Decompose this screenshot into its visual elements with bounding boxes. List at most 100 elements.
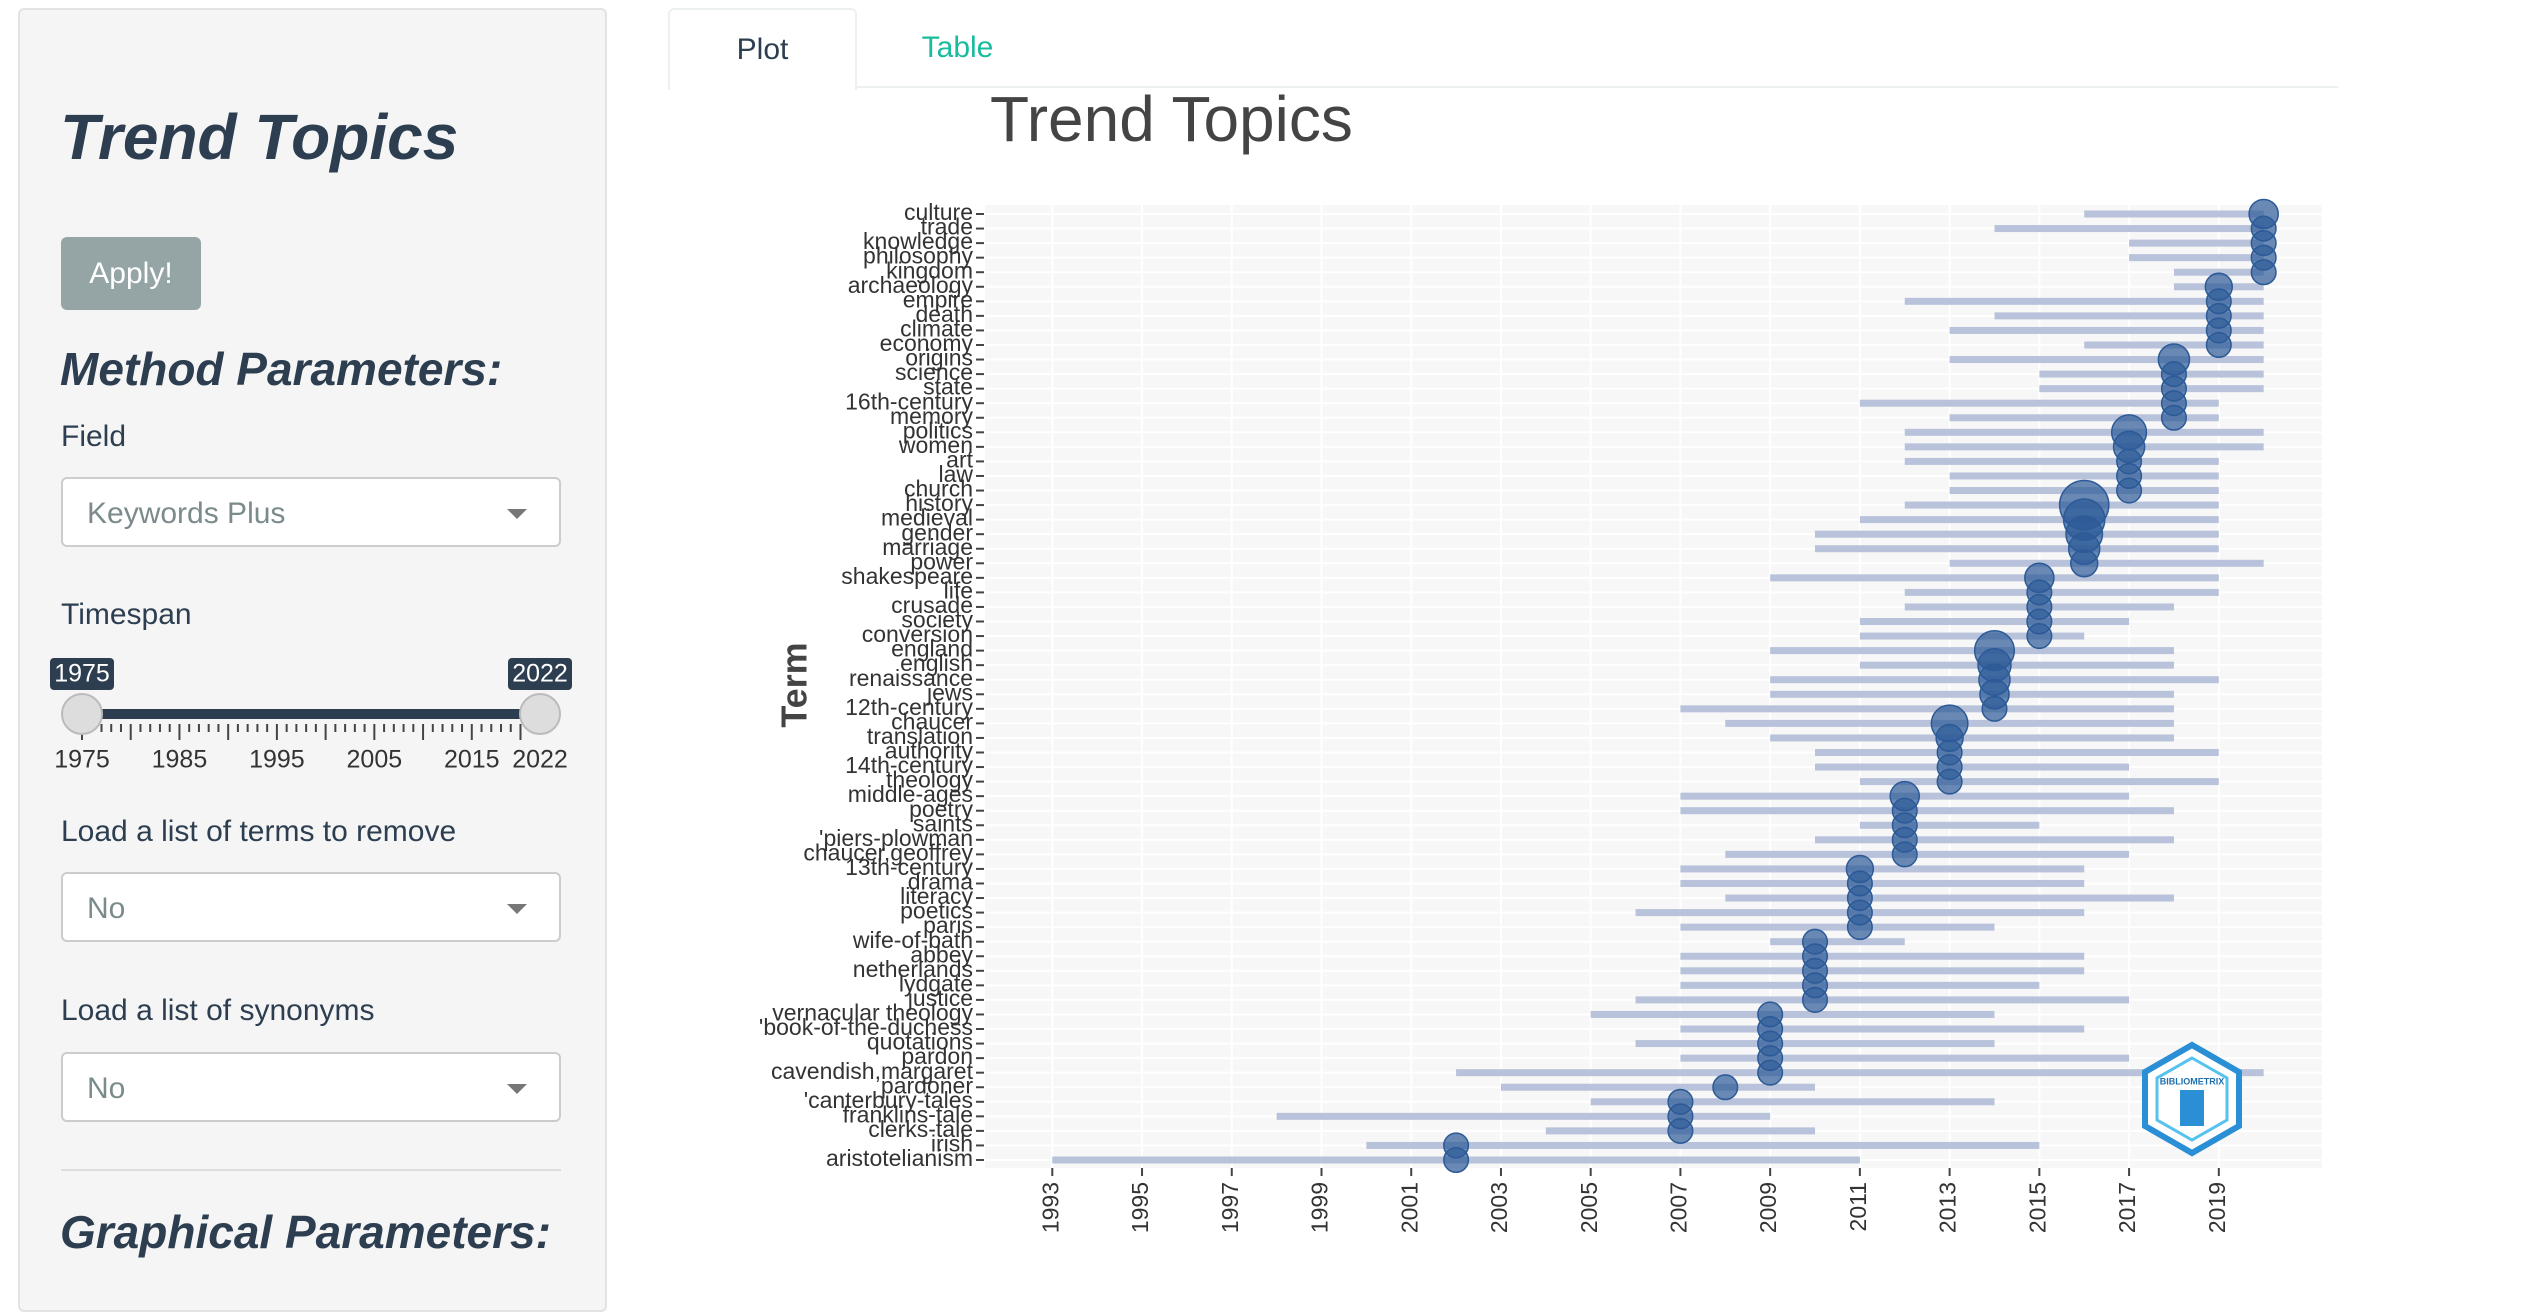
timespan-slider[interactable]: 1975 1985 1995 2005 2015 2022 1975 2022	[0, 640, 605, 780]
range-bar	[1949, 414, 2219, 422]
range-bar	[1680, 1054, 2130, 1062]
tab-plot[interactable]: Plot	[668, 8, 857, 90]
divider	[61, 1169, 561, 1171]
sidebar-title: Trend Topics	[60, 101, 459, 173]
synonyms-select[interactable]: No	[61, 1052, 561, 1122]
y-tick-label: netherlands	[853, 956, 973, 982]
range-bar	[2173, 268, 2264, 276]
range-bar	[1680, 879, 2085, 887]
range-bar	[1904, 297, 2264, 305]
slider-grid-label: 2015	[444, 746, 500, 774]
slider-handle[interactable]	[61, 693, 103, 735]
y-tick-label: knowledge	[863, 228, 973, 254]
range-bar	[1815, 836, 2174, 844]
range-bar	[2039, 370, 2264, 378]
y-tick-label: memory	[890, 403, 974, 429]
median-point	[1981, 695, 2008, 722]
synonyms-label: Load a list of synonyms	[61, 994, 375, 1027]
chart-title: Trend Topics	[990, 90, 1353, 155]
range-bar	[1635, 1040, 1995, 1048]
slider-handle[interactable]	[519, 693, 561, 735]
range-bar	[1859, 618, 2130, 626]
range-bar	[1949, 356, 2264, 364]
range-bar	[1815, 748, 2219, 756]
y-tick-label: marriage	[882, 534, 973, 560]
y-tick-label: death	[915, 301, 973, 327]
y-tick-label: abbey	[910, 941, 973, 967]
y-tick-label: 'canterbury-tales	[804, 1087, 973, 1113]
y-tick-label: franklins-tale	[843, 1101, 973, 1127]
range-bar	[1680, 705, 2174, 713]
range-bar	[1994, 225, 2264, 233]
x-tick-label: 2013	[1935, 1182, 1961, 1233]
y-tick-label: 'piers-plowman	[819, 825, 973, 851]
median-point	[1712, 1074, 1739, 1101]
range-bar	[1904, 428, 2264, 436]
field-select[interactable]: Keywords Plus	[61, 477, 561, 547]
y-tick-label: aristotelianism	[826, 1145, 973, 1171]
range-bar	[1456, 1069, 2264, 1077]
y-tick-label: jews	[926, 679, 973, 705]
remove-select[interactable]: No	[61, 872, 561, 942]
range-bar	[1949, 326, 2264, 334]
slider-grid-label: 2005	[347, 746, 403, 774]
x-tick-label: 2003	[1486, 1182, 1512, 1233]
apply-button[interactable]: Apply!	[61, 237, 201, 310]
range-bar	[1725, 894, 2174, 902]
range-bar	[2129, 254, 2264, 262]
y-tick-label: 13th-century	[845, 854, 973, 880]
y-tick-label: chaucer,geoffrey	[803, 839, 973, 865]
range-bar	[1680, 967, 2085, 975]
median-point	[1443, 1146, 1470, 1174]
y-tick-label: lydgate	[899, 970, 973, 996]
slider-value: 2022	[512, 660, 568, 688]
y-tick-label: archaeology	[848, 272, 974, 298]
range-bar	[1859, 778, 2219, 786]
range-bar	[1904, 443, 2264, 451]
range-bar	[2084, 210, 2264, 218]
y-tick-label: art	[946, 446, 973, 472]
y-tick-label: history	[905, 490, 973, 516]
y-tick-label: clerks-tale	[868, 1116, 973, 1142]
y-axis-label: Term	[774, 642, 815, 727]
median-point	[1936, 768, 1963, 795]
y-tick-label: wife-of-bath	[852, 927, 973, 953]
median-point	[2026, 623, 2053, 650]
x-tick-label: 2019	[2204, 1182, 2230, 1233]
y-tick-label: saints	[913, 810, 973, 836]
range-bar	[1680, 1025, 2085, 1033]
median-point	[2160, 404, 2187, 431]
range-bar	[1590, 1010, 1995, 1018]
range-bar	[1815, 545, 2219, 553]
y-tick-label: power	[910, 548, 973, 574]
y-tick-label: literacy	[900, 883, 973, 909]
y-tick-label: england	[891, 636, 973, 662]
y-tick-label: 16th-century	[845, 388, 973, 414]
logo: BIBLIOMETRIX	[2142, 1041, 2242, 1157]
median-point	[2116, 477, 2143, 504]
range-bar	[1276, 1112, 1771, 1120]
range-bar	[1680, 981, 2040, 989]
y-tick-label: crusade	[891, 592, 973, 618]
range-bar	[1815, 530, 2219, 538]
y-tick-label: quotations	[867, 1029, 973, 1055]
y-tick-label: economy	[880, 330, 974, 356]
field-label: Field	[61, 420, 127, 453]
tab-table[interactable]: Table	[921, 31, 994, 64]
range-bar	[1994, 312, 2264, 320]
y-tick-label: 14th-century	[845, 752, 973, 778]
range-bar	[2039, 385, 2264, 393]
y-tick-label: theology	[886, 767, 973, 793]
range-bar	[1500, 1083, 1816, 1091]
y-tick-label: life	[944, 577, 973, 603]
range-bar	[1904, 457, 2219, 465]
y-tick-label: drama	[908, 869, 973, 895]
slider-value: 1975	[54, 660, 110, 688]
y-tick-label: english	[900, 650, 973, 676]
remove-value: No	[87, 892, 126, 925]
y-tick-label: women	[898, 432, 973, 458]
y-tick-label: origins	[905, 345, 973, 371]
y-tick-label: church	[904, 476, 973, 502]
median-point	[1891, 841, 1918, 868]
slider-value-box	[508, 658, 572, 690]
